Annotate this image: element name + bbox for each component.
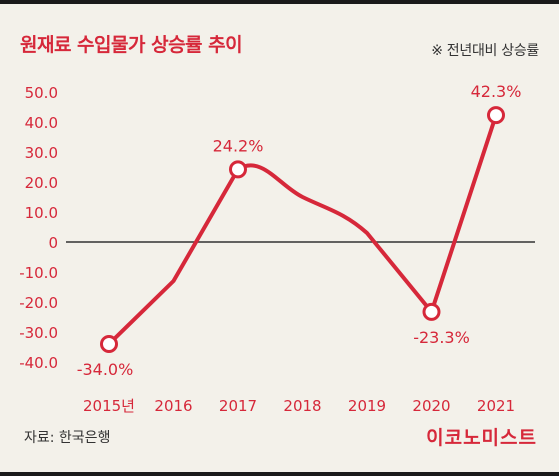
- x-tick-label: 2016: [154, 397, 192, 415]
- y-tick-label: 40.0: [25, 114, 58, 132]
- y-tick-label: 10.0: [25, 204, 58, 222]
- y-tick-label: 0: [48, 234, 58, 252]
- y-tick-label: 50.0: [25, 84, 58, 102]
- source-note: 자료: 한국은행: [24, 430, 111, 446]
- chart-note: ※ 전년대비 상승률: [431, 43, 539, 59]
- top-rule: [0, 0, 559, 4]
- data-point-marker: [100, 335, 118, 353]
- chart-title: 원재료 수입물가 상승률 추이: [20, 34, 243, 56]
- x-tick-label: 2020: [412, 397, 450, 415]
- data-label: -34.0%: [77, 360, 134, 379]
- series-line: [107, 113, 498, 346]
- data-label: 42.3%: [471, 82, 522, 101]
- y-tick-label: -10.0: [19, 264, 58, 282]
- data-label: 24.2%: [213, 136, 264, 155]
- y-tick-label: -40.0: [19, 354, 58, 372]
- x-tick-label: 2017: [219, 397, 257, 415]
- data-point-marker: [229, 160, 247, 179]
- y-tick-label: -30.0: [19, 324, 58, 342]
- x-tick-label: 2015년: [83, 397, 135, 415]
- bottom-rule: [0, 472, 559, 476]
- x-tick-label: 2018: [283, 397, 321, 415]
- x-tick-label: 2019: [348, 397, 386, 415]
- data-label: -23.3%: [413, 328, 470, 347]
- y-tick-label: 30.0: [25, 144, 58, 162]
- y-tick-label: -20.0: [19, 294, 58, 312]
- x-tick-label: 2021: [477, 397, 515, 415]
- brand-logo: 이코노미스트: [426, 427, 537, 449]
- data-point-marker: [422, 302, 441, 321]
- data-point-marker: [487, 106, 505, 125]
- y-tick-label: 20.0: [25, 174, 58, 192]
